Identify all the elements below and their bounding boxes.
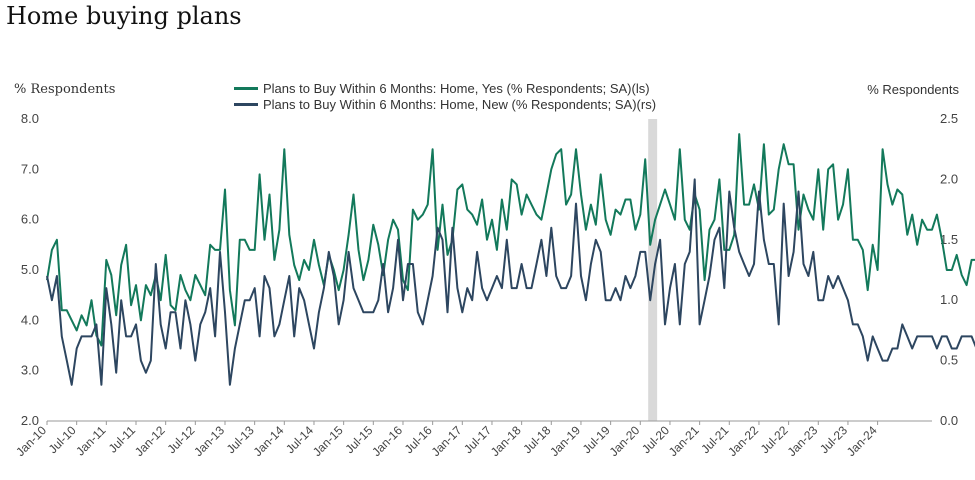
x-tick-label: Jan-12 — [132, 423, 168, 459]
legend-swatch-yes — [234, 86, 258, 90]
x-tick-label: Jan-14 — [251, 423, 287, 459]
y-tick-right: 1.0 — [940, 292, 958, 307]
y-tick-right: 0.0 — [940, 413, 958, 428]
left-axis-label: % Respondents — [14, 82, 116, 97]
y-tick-left: 7.0 — [21, 161, 39, 176]
x-tick-label: Jan-23 — [785, 423, 821, 459]
y-tick-left: 5.0 — [21, 262, 39, 277]
series-line-yes — [46, 133, 975, 347]
right-axis-label: % Respondents — [867, 82, 959, 97]
x-tick-label: Jan-20 — [607, 423, 643, 459]
x-tick-label: Jul-10 — [46, 423, 79, 456]
series-line-new — [46, 178, 975, 386]
legend-swatch-new — [234, 102, 258, 106]
x-tick-label: Jan-10 — [13, 423, 49, 459]
y-tick-right: 0.5 — [940, 353, 958, 368]
legend-item-yes: Plans to Buy Within 6 Months: Home, Yes … — [234, 80, 656, 96]
x-tick-label: Jan-11 — [73, 423, 108, 458]
y-tick-left: 6.0 — [21, 212, 39, 227]
y-tick-right: 1.5 — [940, 232, 958, 247]
y-tick-left: 2.0 — [21, 413, 39, 428]
legend-label-yes: Plans to Buy Within 6 Months: Home, Yes … — [263, 80, 650, 96]
x-tick-label: Jan-21 — [666, 423, 702, 459]
chart-title: Home buying plans — [6, 2, 242, 30]
y-tick-right: 2.0 — [940, 171, 958, 186]
legend: Plans to Buy Within 6 Months: Home, Yes … — [234, 80, 656, 112]
legend-label-new: Plans to Buy Within 6 Months: Home, New … — [263, 96, 657, 112]
legend-item-new: Plans to Buy Within 6 Months: Home, New … — [234, 96, 656, 112]
x-tick-label: Jan-22 — [725, 423, 761, 459]
x-tick-label: Jan-19 — [547, 423, 583, 459]
x-tick-label: Jan-17 — [429, 423, 465, 459]
x-tick-label: Jan-15 — [310, 423, 346, 459]
x-tick-label: Jan-13 — [191, 423, 227, 459]
x-tick-label: Jan-16 — [369, 423, 405, 459]
recession-band — [648, 119, 658, 421]
y-tick-left: 3.0 — [21, 363, 39, 378]
y-tick-right: 2.5 — [940, 111, 958, 126]
y-tick-left: 8.0 — [21, 111, 39, 126]
y-tick-left: 4.0 — [21, 312, 39, 327]
x-tick-label: Jan-24 — [844, 423, 880, 459]
x-tick-label: Jan-18 — [488, 423, 524, 459]
